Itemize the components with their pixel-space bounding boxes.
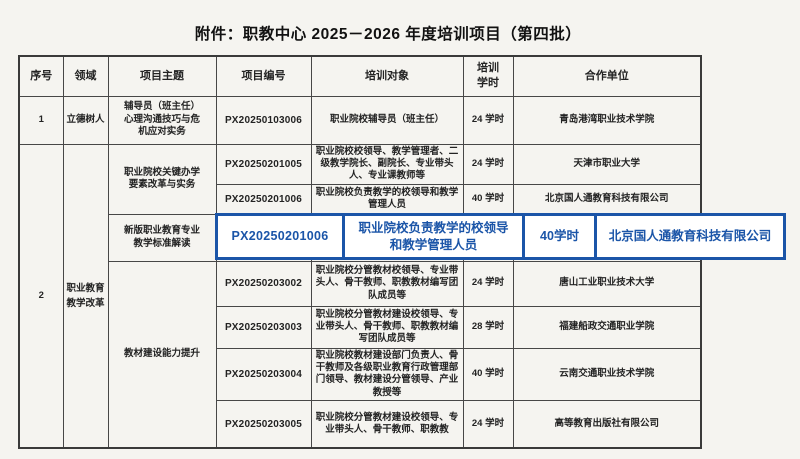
cell-theme: 新版职业教育专业 教学标准解读 — [107, 213, 217, 262]
col-header-audience: 培训对象 — [310, 55, 464, 97]
col-header-field: 领域 — [62, 55, 109, 97]
cell-hours: 24 学时 — [462, 399, 514, 449]
cell-project-id: PX20250201006 — [215, 183, 312, 215]
cell-partner: 青岛港湾职业技术学院 — [512, 95, 702, 145]
highlight-project-id[interactable]: PX20250201006 — [218, 216, 345, 257]
cell-hours: 28 学时 — [462, 305, 514, 349]
cell-field: 职业教育 教学改革 — [62, 143, 109, 449]
cell-partner: 高等教育出版社有限公司 — [512, 399, 702, 449]
cell-audience: 职业院校辅导员（班主任） — [310, 95, 464, 145]
cell-project-id: PX20250203004 — [215, 347, 312, 401]
cell-partner: 云南交通职业技术学院 — [512, 347, 702, 401]
cell-partner: 北京国人通教育科技有限公司 — [512, 183, 702, 215]
cell-theme: 辅导员（班主任） 心理沟通技巧与危 机应对实务 — [107, 95, 217, 145]
cell-field: 立德树人 — [62, 95, 109, 145]
cell-project-id: PX20250201005 — [215, 143, 312, 185]
cell-project-id: PX20250203003 — [215, 305, 312, 349]
col-header-project-id: 项目编号 — [215, 55, 312, 97]
highlight-audience[interactable]: 职业院校负责教学的校领导 和教学管理人员 — [345, 216, 525, 257]
table-row: 2 职业教育 教学改革 职业院校关键办学 要素改革与实务 PX202502010… — [18, 143, 702, 449]
cell-hours: 24 学时 — [462, 260, 514, 307]
cell-project-id: PX20250203005 — [215, 399, 312, 449]
col-header-theme: 项目主题 — [107, 55, 217, 97]
table-row: 1 立德树人 辅导员（班主任） 心理沟通技巧与危 机应对实务 PX2025010… — [18, 95, 702, 145]
cell-partner: 福建船政交通职业学院 — [512, 305, 702, 349]
table-header-row: 序号 领域 项目主题 项目编号 培训对象 培训 学时 合作单位 — [18, 55, 702, 97]
table-row: PX20250203004 职业院校教材建设部门负责人、骨干教师及各级职业教育行… — [19, 347, 702, 401]
cell-project-id: PX20250103006 — [215, 95, 312, 145]
cell-serial: 1 — [18, 95, 64, 145]
cell-theme: 职业院校关键办学 要素改革与实务 — [107, 143, 217, 215]
cell-audience: 职业院校校领导、教学管理者、二级教学院长、副院长、专业带头人、专业课教师等 — [310, 143, 464, 185]
cell-audience: 职业院校教材建设部门负责人、骨干教师及各级职业教育行政管理部门领导、教材建设分管… — [310, 347, 464, 401]
col-header-partner: 合作单位 — [512, 55, 702, 97]
cell-hours: 24 学时 — [462, 143, 514, 185]
highlight-partner[interactable]: 北京国人通教育科技有限公司 — [608, 229, 772, 244]
cell-serial: 2 — [18, 143, 64, 449]
cell-audience: 职业院校分管教材建设校领导、专业带头人、骨干教师、职教教 — [310, 399, 464, 449]
table-row: 教材建设能力提升 PX20250203002 职业院校分管教材校领导、专业带头人… — [19, 260, 702, 449]
cell-hours: 24 学时 — [462, 95, 514, 145]
cell-hours: 40 学时 — [462, 183, 514, 215]
highlighted-row[interactable]: PX20250201006 职业院校负责教学的校领导 和教学管理人员 40学时 … — [215, 213, 786, 260]
col-header-serial: 序号 — [18, 55, 64, 97]
table-row: PX20250201006 职业院校负责教学的校领导和教学管理人员 40 学时 … — [19, 183, 702, 215]
cell-theme: 教材建设能力提升 — [107, 260, 217, 449]
cell-hours: 40 学时 — [462, 347, 514, 401]
table-row: PX20250203003 职业院校分管教材建设校领导、专业带头人、骨干教师、职… — [19, 305, 702, 349]
cell-project-id: PX20250203002 — [215, 260, 312, 307]
col-header-hours: 培训 学时 — [462, 55, 514, 97]
cell-partner: 唐山工业职业技术大学 — [512, 260, 702, 307]
cell-audience: 职业院校分管教材校领导、专业带头人、骨干教师、职教教材编写团队成员等 — [310, 260, 464, 307]
highlight-hours[interactable]: 40学时 — [525, 216, 597, 257]
cell-audience: 职业院校分管教材建设校领导、专业带头人、骨干教师、职教教材编写团队成员等 — [310, 305, 464, 349]
cell-audience: 职业院校负责教学的校领导和教学管理人员 — [310, 183, 464, 215]
cell-partner: 天津市职业大学 — [512, 143, 702, 185]
table-row: PX20250203005 职业院校分管教材建设校领导、专业带头人、骨干教师、职… — [19, 399, 702, 449]
attachment-title: 附件：职教中心 2025－2026 年度培训项目（第四批） — [194, 26, 582, 43]
